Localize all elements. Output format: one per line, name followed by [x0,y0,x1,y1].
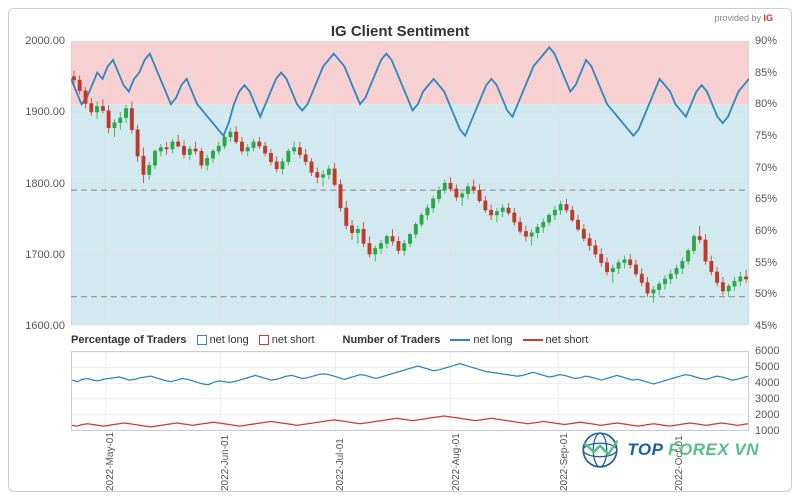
sub-plot-svg [72,352,748,430]
wm-rest: FOREX VN [663,440,759,459]
provided-text: provided by [714,13,761,23]
legend-netlong-line: net long [450,334,512,346]
y-axis-right-pct: 45%50%55%60%65%70%75%80%85%90% [751,41,783,326]
legend-netshort-line: net short [523,334,589,346]
chart-container: provided by IG IG Client Sentiment 1600.… [8,8,792,492]
legend-netshort-text: net short [272,334,315,346]
legend-netlong-text: net long [210,334,249,346]
main-plot-svg [71,41,749,325]
y-axis-left-price: 1600.001700.001800.001900.002000.00 [21,41,69,326]
wm-top: TOP [627,440,663,459]
sub-y-axis: 100020003000400050006000 [751,351,783,431]
provided-by-label: provided by IG [714,13,773,23]
globe-icon [579,429,621,471]
brand-ig: IG [763,13,773,23]
legend-pct-label: Percentage of Traders [71,334,187,346]
watermark-logo: TOP FOREX VN [579,429,759,471]
sub-chart[interactable] [71,351,749,431]
legend-netlong-line-text: net long [473,334,512,346]
legend-row: Percentage of Traders net long net short… [71,331,749,349]
chart-title: IG Client Sentiment [9,23,791,40]
legend-netshort-box: net short [259,334,315,346]
watermark-text: TOP FOREX VN [627,440,759,460]
legend-num-label: Number of Traders [343,334,441,346]
legend-netlong-box: net long [197,334,249,346]
main-chart[interactable] [71,41,749,326]
legend-netshort-line-text: net short [546,334,589,346]
